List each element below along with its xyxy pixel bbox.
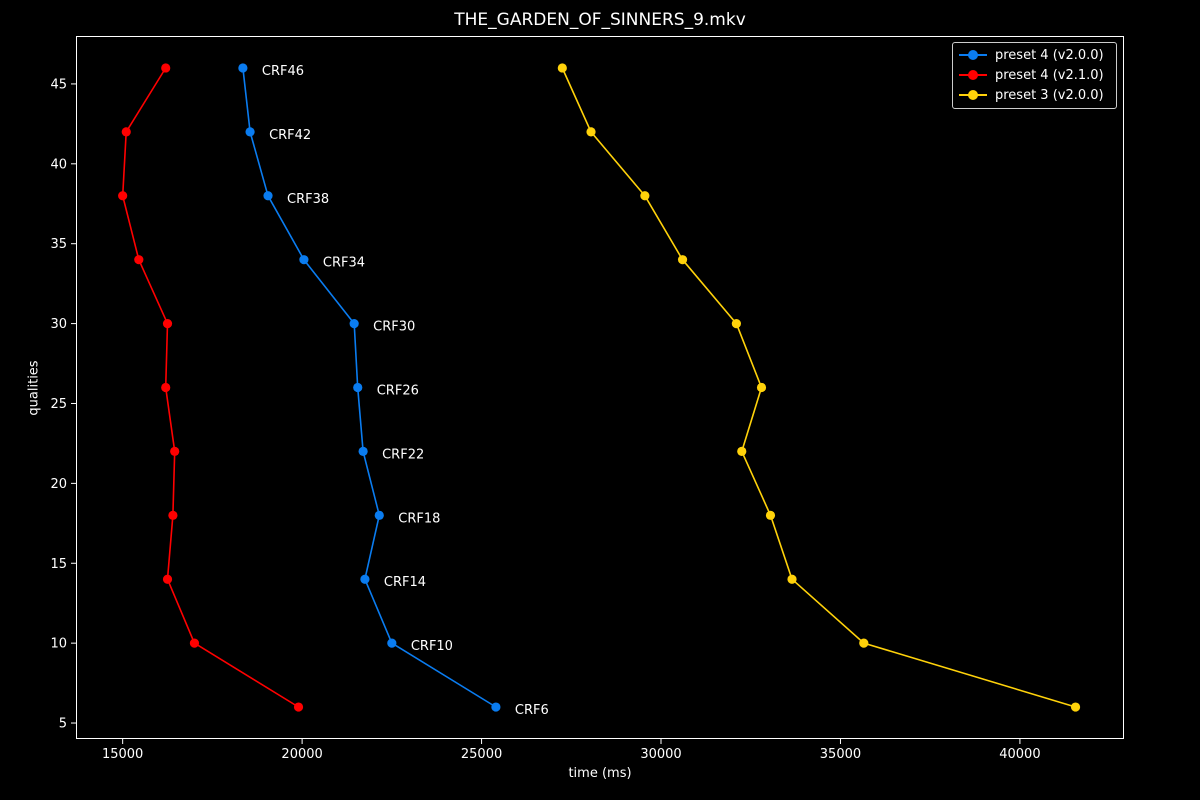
legend-label: preset 4 (v2.0.0)	[995, 47, 1104, 63]
legend-swatch	[959, 65, 987, 85]
y-tick-label: 30	[50, 317, 67, 332]
data-point	[640, 191, 650, 201]
data-point-label: CRF46	[262, 64, 304, 79]
data-point	[161, 382, 171, 393]
data-point	[245, 127, 255, 137]
series-line	[121, 67, 299, 708]
y-tick-label: 5	[59, 717, 67, 732]
x-tick-label: 35000	[820, 747, 861, 762]
data-point	[263, 191, 273, 201]
data-point	[859, 638, 869, 648]
data-point	[349, 318, 359, 329]
y-tick-label: 20	[50, 477, 67, 492]
data-point	[557, 63, 567, 73]
series-3	[557, 63, 1081, 712]
series-line	[242, 67, 497, 708]
legend-item: preset 4 (v2.1.0)	[953, 65, 1116, 85]
legend-label: preset 3 (v2.0.0)	[995, 87, 1104, 103]
data-point	[491, 702, 501, 712]
data-point-label: CRF18	[398, 511, 440, 526]
data-point	[162, 318, 173, 329]
x-axis-label: time (ms)	[568, 766, 632, 781]
data-point	[293, 702, 304, 712]
data-point	[737, 446, 747, 457]
data-point	[1070, 702, 1081, 712]
y-tick-label: 40	[50, 157, 67, 172]
legend-swatch	[959, 45, 987, 65]
y-tick-label: 25	[50, 397, 67, 412]
data-point	[170, 446, 180, 457]
x-tick-label: 25000	[461, 747, 502, 762]
data-point	[586, 127, 596, 137]
data-point	[731, 318, 741, 329]
legend-item: preset 4 (v2.0.0)	[953, 45, 1116, 65]
data-point	[358, 446, 368, 457]
legend-label: preset 4 (v2.1.0)	[995, 67, 1104, 83]
series-2	[118, 63, 304, 712]
data-point	[677, 255, 688, 265]
data-point	[765, 510, 776, 520]
legend: preset 4 (v2.0.0) preset 4 (v2.1.0) preset…	[952, 42, 1117, 109]
data-point-label: CRF14	[384, 575, 426, 590]
y-tick-label: 45	[50, 77, 67, 92]
y-tick-label: 35	[50, 237, 67, 252]
x-tick-label: 30000	[640, 747, 681, 762]
data-point-label: CRF34	[323, 256, 365, 271]
series-layer: CRF6 CRF10 CRF14 CRF18 CRF22 CRF26 CRF30 CRF34 C…	[118, 63, 1081, 718]
data-point	[387, 638, 397, 648]
data-point-label: CRF10	[411, 639, 453, 654]
data-point	[162, 574, 173, 584]
data-point	[121, 127, 131, 137]
legend-item: preset 3 (v2.0.0)	[953, 85, 1116, 105]
x-tick-label: 15000	[102, 747, 143, 762]
data-point	[353, 382, 363, 393]
data-point	[238, 63, 248, 73]
y-axis-label: qualities	[26, 360, 42, 416]
series-1: CRF6 CRF10 CRF14 CRF18 CRF22 CRF26 CRF30 CRF34 C…	[238, 63, 549, 718]
x-tick-label: 20000	[281, 747, 322, 762]
data-point	[189, 638, 200, 648]
data-point	[161, 63, 171, 73]
y-tick-label: 10	[50, 637, 67, 652]
plot-area-frame	[76, 36, 1124, 739]
data-point	[360, 574, 370, 584]
data-point	[299, 255, 309, 265]
data-point	[134, 255, 144, 265]
data-point-label: CRF26	[377, 384, 419, 399]
series-line	[561, 67, 1076, 708]
chart-title: THE_GARDEN_OF_SINNERS_9.mkv	[454, 10, 746, 30]
legend-swatch	[959, 85, 987, 105]
tick-layer: 15000 20000 25000 30000 35000 40000 5 10 15 20 25 3…	[50, 77, 1040, 762]
data-point-label: CRF42	[269, 128, 311, 143]
data-point-label: CRF38	[287, 192, 329, 207]
data-point	[118, 191, 128, 201]
data-point	[756, 382, 767, 393]
data-point	[168, 510, 178, 520]
y-tick-label: 15	[50, 557, 67, 572]
data-point	[787, 574, 797, 584]
data-point	[374, 510, 384, 520]
data-point-label: CRF30	[373, 320, 415, 335]
data-point-label: CRF6	[515, 703, 549, 718]
x-tick-label: 40000	[999, 747, 1040, 762]
data-point-label: CRF22	[382, 447, 424, 462]
